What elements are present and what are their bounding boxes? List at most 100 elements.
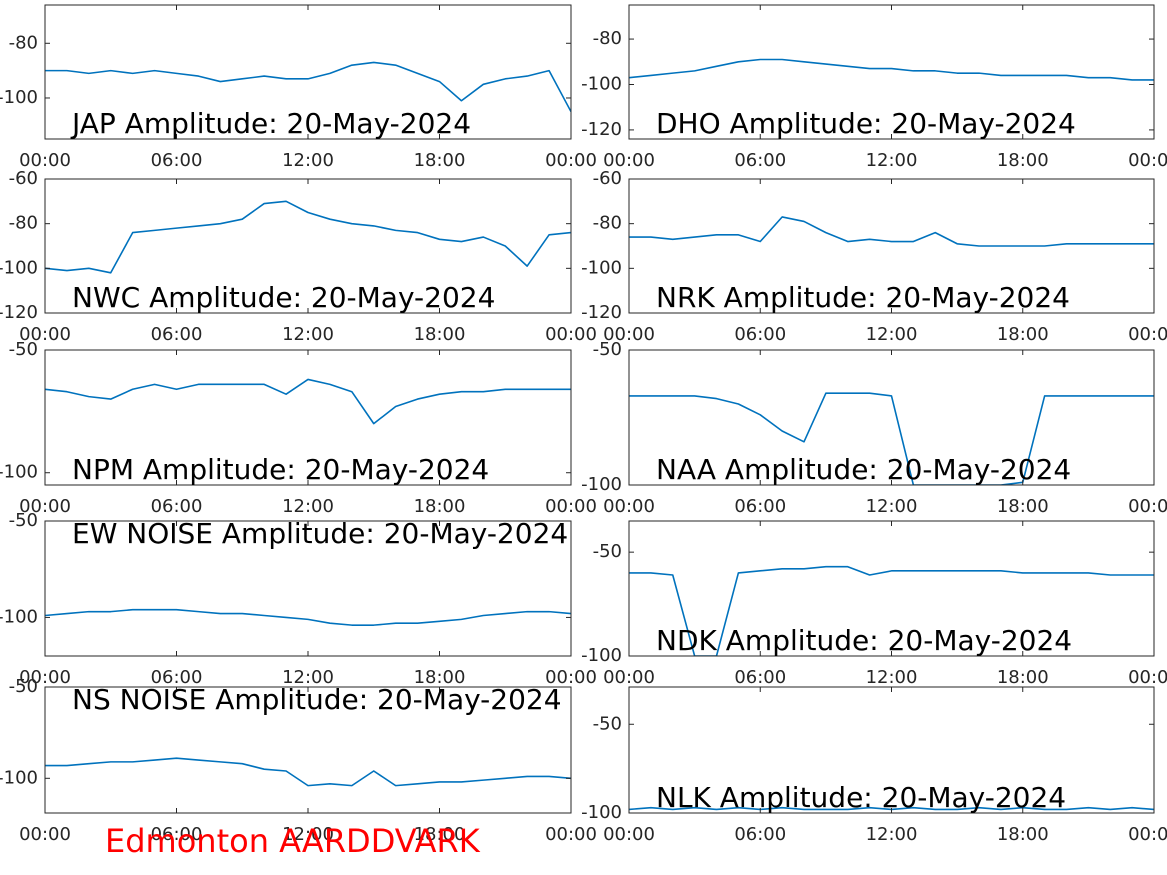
x-tick-label: 06:00 (151, 150, 203, 171)
x-tick-label: 00:00 (545, 496, 597, 517)
y-tick-label: -120 (581, 119, 622, 140)
y-tick-label: -100 (0, 767, 38, 788)
panel-title: NS NOISE Amplitude: 20-May-2024 (72, 683, 562, 716)
y-tick-label: -100 (0, 462, 38, 483)
x-tick-label: 00:00 (1128, 824, 1167, 845)
x-tick-label: 18:00 (414, 667, 466, 688)
y-tick-label: -100 (581, 474, 622, 495)
x-tick-label: 12:00 (866, 150, 918, 171)
x-tick-label: 12:00 (866, 824, 918, 845)
x-tick-label: 12:00 (282, 324, 334, 345)
x-tick-label: 00:00 (19, 324, 71, 345)
y-tick-label: -120 (0, 302, 38, 323)
panel: -100 -50 00:00 06:00 12:00 18:00 00:00 NS NOISE… (0, 676, 597, 845)
y-tick-label: -100 (0, 257, 38, 278)
x-tick-label: 00:00 (19, 150, 71, 171)
data-line (629, 392, 1154, 485)
x-tick-label: 00:00 (603, 150, 655, 171)
y-tick-label: -100 (581, 257, 622, 278)
footer: Edmonton AARDDVARK (105, 822, 481, 860)
y-tick-label: -100 (581, 73, 622, 94)
data-line (45, 757, 571, 787)
x-tick-label: 00:00 (603, 667, 655, 688)
x-tick-label: 12:00 (282, 667, 334, 688)
data-line (629, 565, 1154, 656)
y-tick-label: -50 (9, 676, 38, 697)
x-tick-label: 18:00 (414, 324, 466, 345)
x-tick-label: 18:00 (997, 667, 1049, 688)
y-tick-label: -80 (593, 28, 622, 49)
panel-title: DHO Amplitude: 20-May-2024 (656, 107, 1076, 140)
panel-title: NDK Amplitude: 20-May-2024 (656, 624, 1072, 657)
y-tick-label: -120 (581, 302, 622, 323)
x-tick-label: 18:00 (414, 824, 466, 845)
x-tick-label: 00:00 (545, 150, 597, 171)
x-tick-label: 18:00 (414, 150, 466, 171)
x-tick-label: 00:00 (1128, 150, 1167, 171)
data-line (45, 378, 571, 425)
x-tick-label: 06:00 (151, 496, 203, 517)
y-tick-label: -50 (9, 510, 38, 531)
data-line (629, 58, 1154, 81)
x-tick-label: 06:00 (734, 667, 786, 688)
x-tick-label: 00:00 (545, 824, 597, 845)
panel-title: NLK Amplitude: 20-May-2024 (656, 781, 1066, 814)
x-tick-label: 00:00 (1128, 667, 1167, 688)
x-tick-label: 00:00 (19, 824, 71, 845)
panel-title: NPM Amplitude: 20-May-2024 (72, 453, 489, 486)
x-tick-label: 18:00 (997, 824, 1049, 845)
panel-title: NRK Amplitude: 20-May-2024 (656, 281, 1070, 314)
x-tick-label: 06:00 (734, 324, 786, 345)
data-line (45, 200, 571, 274)
panel: -120-100-80-6000:0006:0012:0018:0000:00N… (581, 168, 1167, 345)
y-tick-label: -100 (581, 802, 622, 823)
x-tick-label: 06:00 (151, 667, 203, 688)
x-tick-label: 12:00 (866, 496, 918, 517)
x-tick-label: 00:00 (1128, 496, 1167, 517)
x-tick-label: 12:00 (866, 667, 918, 688)
x-tick-label: 12:00 (866, 324, 918, 345)
panel: -120-100-8000:0006:0012:0018:0000:00DHO … (581, 4, 1167, 171)
y-tick-label: -80 (593, 213, 622, 234)
x-tick-label: 00:00 (603, 496, 655, 517)
x-tick-label: 00:00 (603, 824, 655, 845)
x-tick-label: 12:00 (282, 496, 334, 517)
x-tick-label: 06:00 (151, 324, 203, 345)
y-tick-label: -80 (9, 32, 38, 53)
panel-title: NAA Amplitude: 20-May-2024 (656, 453, 1071, 486)
x-tick-label: 00:00 (19, 667, 71, 688)
y-tick-label: -100 (0, 606, 38, 627)
panel: -100 -80 00:00 06:00 12:00 18:00 00:00 JAP Ampl… (0, 4, 597, 171)
x-tick-label: 06:00 (734, 150, 786, 171)
x-tick-label: 06:00 (734, 824, 786, 845)
x-tick-label: 00:00 (1128, 324, 1167, 345)
y-tick-label: -60 (9, 168, 38, 189)
y-tick-label: -80 (9, 213, 38, 234)
x-tick-label: 06:00 (734, 496, 786, 517)
data-line (629, 216, 1154, 247)
x-tick-label: 00:00 (545, 667, 597, 688)
data-line (45, 61, 571, 113)
x-tick-label: 18:00 (997, 496, 1049, 517)
y-tick-label: -60 (593, 168, 622, 189)
data-line (45, 608, 571, 626)
x-tick-label: 06:00 (151, 824, 203, 845)
y-tick-label: -50 (593, 541, 622, 562)
x-tick-label: 18:00 (997, 324, 1049, 345)
y-tick-label: -100 (0, 87, 38, 108)
y-tick-label: -50 (9, 339, 38, 360)
panel-title: JAP Amplitude: 20-May-2024 (70, 107, 471, 140)
x-tick-label: 00:00 (603, 324, 655, 345)
x-tick-label: 12:00 (282, 824, 334, 845)
x-tick-label: 18:00 (997, 150, 1049, 171)
x-tick-label: 18:00 (414, 496, 466, 517)
panel: -100 -50 00:00 06:00 12:00 18:00 00:00 EW NOISE… (0, 510, 597, 688)
